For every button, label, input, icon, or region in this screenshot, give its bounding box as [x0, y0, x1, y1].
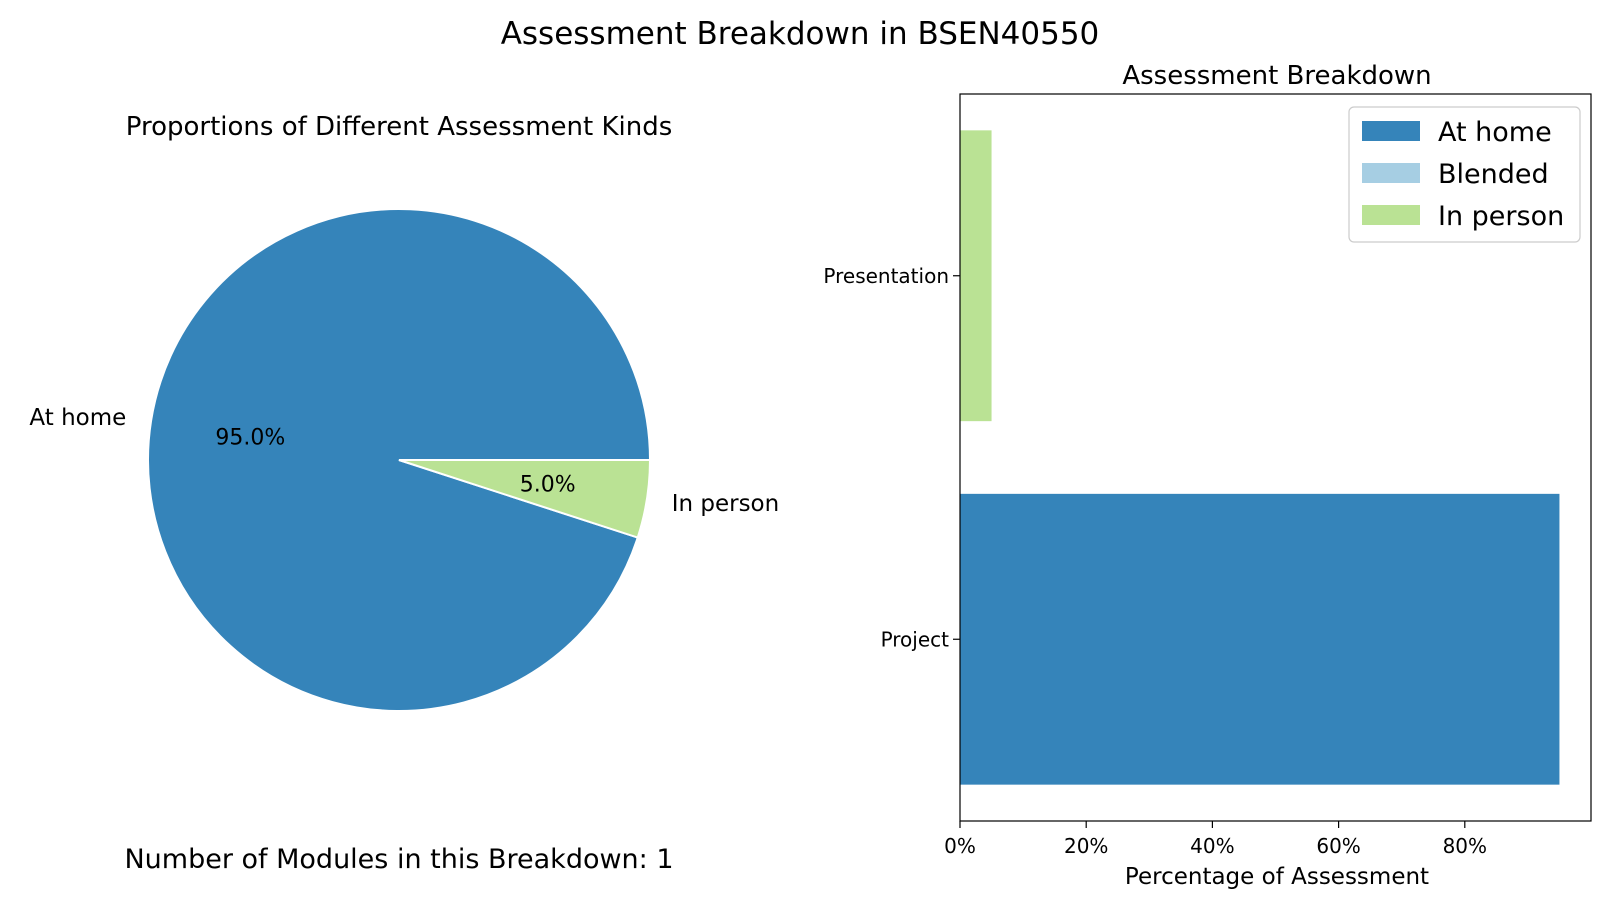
bar-chart-panel: Assessment Breakdown Project Presentation…	[823, 61, 1592, 890]
pie-labels: At home 95.0% In person 5.0%	[29, 405, 779, 517]
pie-chart-title: Proportions of Different Assessment Kind…	[126, 112, 673, 142]
bar-chart-title: Assessment Breakdown	[1122, 61, 1431, 91]
bar-project-at-home	[960, 493, 1560, 785]
legend-label-blended: Blended	[1438, 159, 1549, 190]
x-tick-label-40: 40%	[1190, 834, 1234, 858]
legend: At home Blended In person	[1348, 106, 1581, 243]
x-axis-label: Percentage of Assessment	[1125, 864, 1429, 890]
bar-marks	[960, 130, 1560, 785]
pie-label-at-home: At home	[29, 405, 126, 431]
pie-pct-label-in-person: 5.0%	[520, 473, 576, 498]
x-axis-ticks: 0% 20% 40% 60% 80%	[944, 821, 1487, 858]
x-tick-label-80: 80%	[1443, 834, 1487, 858]
pie-pct-label-at-home: 95.0%	[215, 425, 285, 450]
legend-swatch-at-home	[1362, 121, 1420, 141]
modules-count-note: Number of Modules in this Breakdown: 1	[124, 844, 673, 875]
bar-plot-frame	[959, 93, 1592, 822]
y-tick-label-project: Project	[881, 627, 950, 651]
bar-presentation-in-person	[960, 130, 992, 422]
y-tick-label-presentation: Presentation	[823, 264, 949, 288]
x-tick-label-20: 20%	[1064, 834, 1108, 858]
pie-label-in-person: In person	[672, 491, 780, 517]
pie-chart-panel: Proportions of Different Assessment Kind…	[29, 112, 779, 875]
figure-title: Assessment Breakdown in BSEN40550	[501, 16, 1100, 52]
y-axis-ticks: Project Presentation	[823, 264, 960, 651]
pie-slice-in-person	[398, 459, 652, 539]
legend-swatch-in-person	[1362, 205, 1420, 225]
pie-slices	[147, 208, 652, 713]
x-tick-label-0: 0%	[944, 834, 976, 858]
legend-swatch-blended	[1362, 163, 1420, 183]
legend-label-in-person: In person	[1438, 201, 1564, 232]
x-tick-label-60: 60%	[1316, 834, 1360, 858]
legend-label-at-home: At home	[1438, 117, 1552, 148]
